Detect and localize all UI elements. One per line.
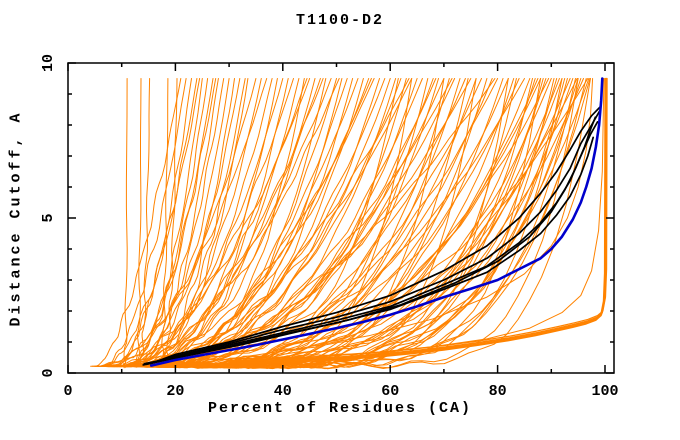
y-axis-label: Distance Cutoff, A — [7, 110, 25, 327]
x-tick-label: 60 — [381, 383, 399, 400]
chart-title: T1100-D2 — [295, 12, 384, 29]
y-tick-label: 5 — [40, 213, 57, 222]
blue-best-model-curve — [149, 77, 604, 367]
tick-labels: 0 20 40 60 80 100 0 5 10 — [40, 54, 619, 400]
orange-flat-bundle — [228, 77, 608, 365]
orange-model-curves — [90, 78, 591, 370]
x-tick-label: 80 — [489, 383, 507, 400]
black-model-curves — [142, 105, 602, 366]
x-tick-label: 40 — [274, 383, 292, 400]
x-tick-label: 20 — [166, 383, 184, 400]
x-tick-label: 0 — [63, 383, 72, 400]
y-tick-label: 0 — [40, 368, 57, 377]
x-tick-label: 100 — [591, 383, 618, 400]
axes-frame — [67, 62, 615, 374]
y-tick-label: 10 — [40, 54, 57, 72]
x-axis-label: Percent of Residues (CA) — [207, 400, 473, 417]
